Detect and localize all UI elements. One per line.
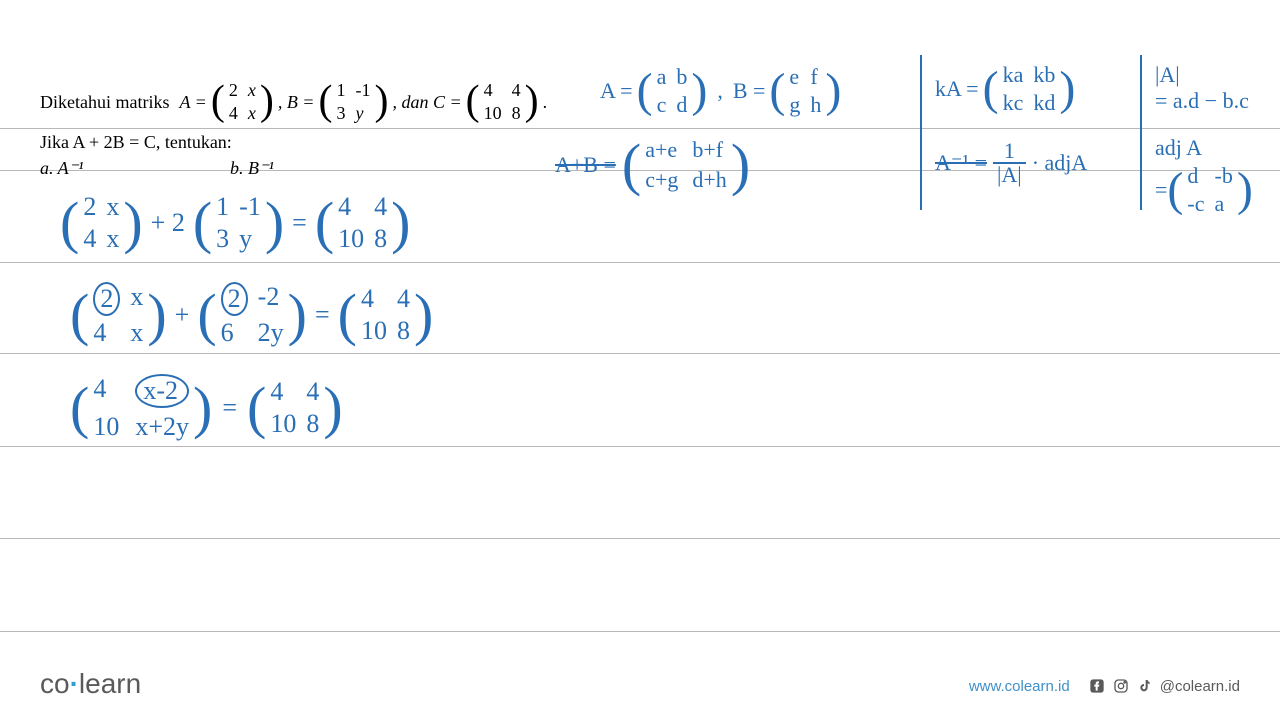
formula-a-plus-b: A+B = ( a+eb+f c+gd+h ) — [555, 135, 750, 195]
circled-value: 2 — [93, 282, 120, 316]
facebook-icon — [1088, 677, 1106, 695]
ruled-line — [0, 631, 1280, 632]
formula-a-generic: A = ( ab cd ) , B = ( ef gh ) — [600, 62, 841, 120]
formula-adj: adj A = ( d-b -ca ) — [1155, 135, 1253, 219]
b-label: , B = — [278, 92, 315, 113]
formula-ka: kA = ( kakb kckd ) — [935, 60, 1075, 118]
ruled-line — [0, 353, 1280, 354]
footer-url: www.colearn.id — [969, 678, 1070, 695]
matrix-a: ( 2x 4x ) — [211, 78, 274, 126]
logo: co·learn — [40, 668, 141, 700]
part-b: b. B⁻¹ — [230, 158, 274, 179]
divider-2 — [1140, 55, 1142, 210]
social-handle: @colearn.id — [1088, 677, 1240, 695]
problem-line2: Jika A + 2B = C, tentukan: — [40, 132, 232, 153]
part-a: a. A⁻¹ — [40, 158, 84, 179]
matrix-c: ( 44 108 ) — [466, 78, 539, 126]
ruled-line — [0, 446, 1280, 447]
period: . — [543, 92, 548, 113]
divider-1 — [920, 55, 922, 210]
matrix-b: ( 1-1 3y ) — [318, 78, 388, 126]
problem-line1: Diketahui matriks A = ( 2x 4x ) , B = ( … — [40, 78, 547, 126]
ruled-line — [0, 538, 1280, 539]
formula-a-inverse: A⁻¹ = 1 |A| · adjA — [935, 140, 1087, 186]
footer-right: www.colearn.id @colearn.id — [969, 677, 1240, 695]
a-label: A = — [179, 92, 206, 113]
circled-value: x-2 — [135, 374, 189, 408]
tiktok-icon — [1136, 677, 1154, 695]
ruled-line — [0, 262, 1280, 263]
instagram-icon — [1112, 677, 1130, 695]
formula-det: |A| = a.d − b.c — [1155, 62, 1249, 114]
c-label: , dan C = — [392, 92, 461, 113]
work-line-1: ( 2x 4x ) + 2 ( 1-1 3y ) = ( 44 108 ) — [60, 190, 410, 256]
ruled-line — [0, 128, 1280, 129]
work-line-2: ( 2x 4x ) + ( 2-2 62y ) = ( 44 108 ) — [70, 280, 433, 350]
work-line-3: ( 4x-2 10x+2y ) = ( 44 108 ) — [70, 372, 343, 444]
circled-value: 2 — [221, 282, 248, 316]
problem-prefix: Diketahui matriks — [40, 92, 169, 113]
